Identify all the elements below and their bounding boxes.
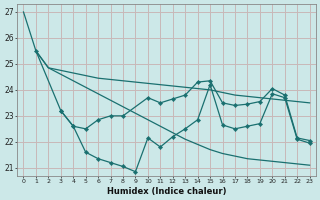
X-axis label: Humidex (Indice chaleur): Humidex (Indice chaleur) (107, 187, 226, 196)
